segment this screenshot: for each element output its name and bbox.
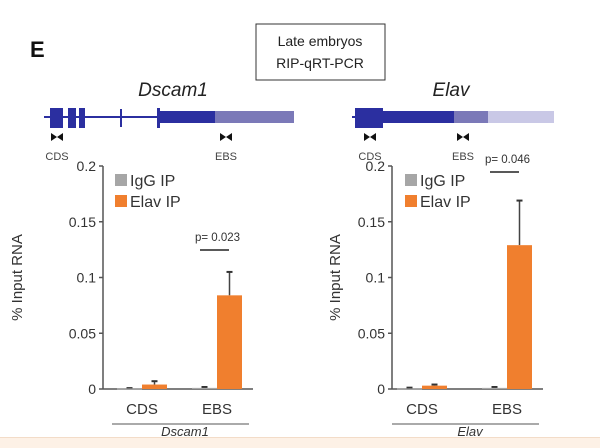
primer-ebs-icon (220, 133, 232, 141)
gene-model-elav: Elav CDS EBS (352, 80, 554, 163)
y-tick-label: 0 (88, 381, 96, 397)
primer-label-cds: CDS (358, 151, 381, 163)
primer-label-ebs: EBS (215, 151, 237, 163)
y-axis-label: % Input RNA (9, 234, 26, 321)
exon (79, 108, 85, 128)
exon (50, 108, 63, 128)
y-tick-label: 0.15 (69, 214, 96, 230)
bar-igg-ip-ebs (482, 387, 507, 389)
chart-dscam1: 0 0.05 0.1 0.15 0.2 % Input RNA CDS EBS Dscam1 Ig… (9, 158, 253, 439)
y-tick-label: 0.05 (358, 325, 385, 341)
p-value-label: p= 0.023 (195, 232, 240, 244)
x-tick-label: CDS (126, 401, 158, 418)
primer-cds-icon (364, 133, 376, 141)
legend-label: Elav IP (130, 194, 181, 211)
y-tick-label: 0.1 (366, 270, 386, 286)
primer-label-cds: CDS (45, 151, 68, 163)
condition-line2: RIP-qRT-PCR (276, 55, 364, 71)
bar-elav-ip-ebs (217, 295, 242, 389)
primer-cds-icon (51, 133, 63, 141)
y-tick-label: 0.2 (366, 158, 386, 174)
y-tick-label: 0.15 (358, 214, 385, 230)
x-tick-label: CDS (406, 401, 438, 418)
legend-swatch (405, 174, 417, 186)
condition-box: Late embryos RIP-qRT-PCR (255, 23, 386, 81)
y-tick-label: 0.1 (77, 270, 97, 286)
primer-label-ebs: EBS (452, 151, 474, 163)
bar-igg-ip-ebs (192, 387, 217, 389)
chart-elav: 0 0.05 0.1 0.15 0.2 % Input RNA CDS EBS Elav IgG … (327, 154, 543, 439)
legend-swatch (115, 174, 127, 186)
exon (120, 109, 122, 127)
utr-3prime (215, 111, 294, 123)
x-tick-label: EBS (492, 401, 522, 418)
condition-line1: Late embryos (278, 33, 363, 49)
exon (355, 108, 383, 128)
gene-name: Dscam1 (138, 80, 208, 101)
bar-igg-ip-cds (397, 388, 422, 390)
x-tick-label: EBS (202, 401, 232, 418)
y-tick-label: 0.2 (77, 158, 97, 174)
legend-label: Elav IP (420, 194, 471, 211)
legend-label: IgG IP (420, 173, 465, 190)
panel-label: E (30, 37, 45, 62)
exon (157, 108, 160, 128)
exon (68, 108, 76, 128)
legend-swatch (115, 195, 127, 207)
bottom-strip (0, 437, 600, 448)
y-tick-label: 0 (377, 381, 385, 397)
y-axis-label: % Input RNA (327, 234, 344, 321)
x-axis-label: Elav (457, 424, 484, 439)
primer-ebs-icon (457, 133, 469, 141)
gene-name: Elav (433, 80, 471, 101)
gene-model-dscam1: Dscam1 CDS EBS (44, 80, 294, 163)
utr-extended (488, 111, 554, 123)
bar-igg-ip-cds (117, 388, 142, 390)
y-tick-label: 0.05 (69, 325, 96, 341)
bar-elav-ip-cds (422, 385, 447, 389)
utr-3prime (454, 111, 488, 123)
bar-elav-ip-cds (142, 384, 167, 389)
utr-coding (383, 111, 454, 123)
p-value-label: p= 0.046 (485, 154, 530, 166)
legend-swatch (405, 195, 417, 207)
bar-elav-ip-ebs (507, 245, 532, 389)
legend-label: IgG IP (130, 173, 175, 190)
x-axis-label: Dscam1 (161, 424, 209, 439)
utr-coding (160, 111, 215, 123)
